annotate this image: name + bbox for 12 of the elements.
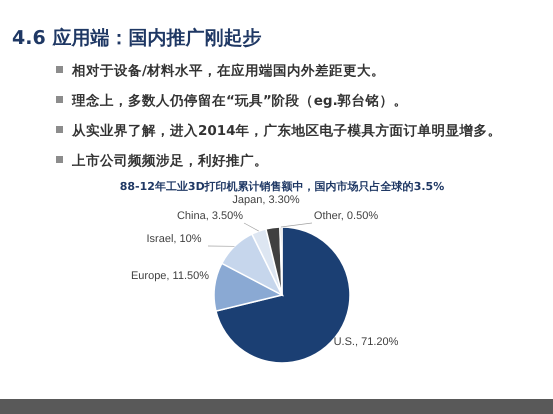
text: 相对于设备/材料水平，在应用端国内外差距更大。 (71, 62, 385, 79)
slice-label: China, 3.50% (176, 210, 244, 223)
slice-label: Japan, 3.30% (231, 194, 301, 207)
slice-label: U.S., 71.20% (332, 336, 400, 349)
slice-label: Israel, 10% (145, 233, 203, 246)
slice-label: Europe, 11.50% (130, 270, 210, 283)
chart-title: 4.6 应用端：国内推广刚起步 (12, 27, 262, 49)
text: 上市公司频频涉足，利好推广。 (71, 152, 268, 169)
text: 从实业界了解，进入2014年，广东地区电子模具方面订单明显增多。 (71, 122, 502, 139)
text: 理念上，多数人仍停留在“玩具”阶段（eg.郭台铭）。 (71, 92, 408, 109)
slice-label: Other, 0.50% (312, 210, 380, 223)
chart-subtitle: 88-12年工业3D打印机累计销售额中，国内市场只占全球的3.5% (120, 180, 444, 193)
